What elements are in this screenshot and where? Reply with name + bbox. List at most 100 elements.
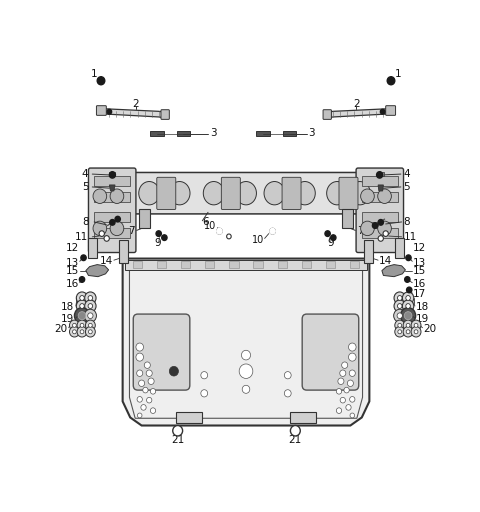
- Circle shape: [80, 295, 84, 301]
- Circle shape: [79, 276, 84, 282]
- Bar: [229, 261, 239, 268]
- Circle shape: [348, 380, 353, 387]
- Circle shape: [348, 343, 356, 351]
- Circle shape: [406, 255, 411, 261]
- Circle shape: [74, 308, 90, 324]
- Circle shape: [360, 221, 374, 236]
- Polygon shape: [109, 185, 115, 191]
- Text: 10: 10: [252, 234, 264, 245]
- Bar: [256, 132, 270, 136]
- Ellipse shape: [349, 182, 370, 205]
- Circle shape: [404, 312, 412, 319]
- Circle shape: [407, 287, 412, 293]
- FancyBboxPatch shape: [157, 177, 176, 209]
- Circle shape: [144, 362, 150, 369]
- Circle shape: [76, 300, 88, 312]
- Text: 17: 17: [413, 289, 426, 299]
- Text: 15: 15: [66, 266, 79, 276]
- FancyBboxPatch shape: [323, 110, 331, 119]
- Circle shape: [156, 231, 161, 237]
- Circle shape: [88, 304, 93, 308]
- Circle shape: [378, 189, 391, 203]
- Text: 5: 5: [82, 182, 88, 192]
- Circle shape: [77, 327, 87, 337]
- Circle shape: [290, 425, 300, 436]
- Circle shape: [201, 390, 208, 397]
- Circle shape: [350, 413, 355, 418]
- Circle shape: [397, 304, 402, 308]
- Bar: [88, 238, 97, 258]
- Text: 9: 9: [327, 238, 334, 248]
- Circle shape: [150, 408, 156, 414]
- Circle shape: [338, 378, 344, 385]
- FancyBboxPatch shape: [96, 105, 106, 115]
- Bar: [177, 132, 190, 136]
- Circle shape: [80, 330, 84, 334]
- Text: 13: 13: [66, 258, 79, 268]
- Bar: [176, 412, 203, 423]
- Text: 21: 21: [289, 435, 302, 444]
- Circle shape: [349, 396, 355, 402]
- Circle shape: [85, 320, 96, 331]
- Circle shape: [139, 380, 144, 387]
- Text: 9: 9: [155, 238, 161, 248]
- Circle shape: [394, 292, 406, 304]
- FancyBboxPatch shape: [161, 110, 169, 119]
- Polygon shape: [328, 108, 392, 118]
- Text: 6: 6: [203, 218, 209, 227]
- Circle shape: [201, 372, 208, 379]
- Circle shape: [137, 413, 142, 418]
- Bar: [119, 240, 128, 263]
- Text: 3: 3: [210, 129, 216, 138]
- Circle shape: [217, 228, 222, 234]
- Ellipse shape: [264, 182, 285, 205]
- Circle shape: [394, 300, 406, 312]
- Circle shape: [88, 330, 92, 334]
- Circle shape: [72, 330, 76, 334]
- Circle shape: [402, 292, 414, 304]
- Text: 7: 7: [129, 226, 135, 236]
- Circle shape: [150, 389, 156, 394]
- Circle shape: [377, 172, 383, 178]
- Bar: [157, 261, 167, 268]
- Circle shape: [340, 370, 346, 376]
- Text: 18: 18: [416, 302, 429, 312]
- Circle shape: [148, 378, 154, 385]
- Circle shape: [336, 389, 342, 394]
- Bar: [253, 261, 263, 268]
- Text: 18: 18: [61, 302, 74, 312]
- Circle shape: [110, 221, 124, 236]
- Circle shape: [143, 387, 148, 393]
- Polygon shape: [382, 265, 406, 276]
- Circle shape: [394, 309, 406, 322]
- Circle shape: [378, 236, 384, 241]
- Circle shape: [406, 304, 410, 308]
- Circle shape: [336, 408, 342, 414]
- Circle shape: [284, 390, 291, 397]
- Text: 16: 16: [66, 279, 79, 288]
- FancyBboxPatch shape: [133, 314, 190, 390]
- Bar: [277, 261, 287, 268]
- Circle shape: [349, 370, 355, 376]
- Bar: [342, 209, 353, 228]
- Circle shape: [331, 235, 336, 241]
- Bar: [94, 212, 130, 222]
- Polygon shape: [86, 265, 108, 276]
- Circle shape: [414, 330, 418, 334]
- Bar: [377, 173, 384, 177]
- Text: 1: 1: [91, 69, 97, 78]
- FancyBboxPatch shape: [339, 177, 358, 209]
- Circle shape: [414, 324, 418, 327]
- Circle shape: [70, 327, 79, 337]
- Circle shape: [227, 234, 231, 239]
- Circle shape: [217, 228, 222, 234]
- Circle shape: [84, 300, 96, 312]
- Circle shape: [110, 189, 124, 203]
- Circle shape: [372, 223, 378, 228]
- Ellipse shape: [327, 182, 348, 205]
- Circle shape: [80, 304, 84, 308]
- Circle shape: [80, 324, 84, 327]
- Circle shape: [400, 308, 416, 324]
- Circle shape: [241, 350, 251, 360]
- Circle shape: [360, 189, 374, 203]
